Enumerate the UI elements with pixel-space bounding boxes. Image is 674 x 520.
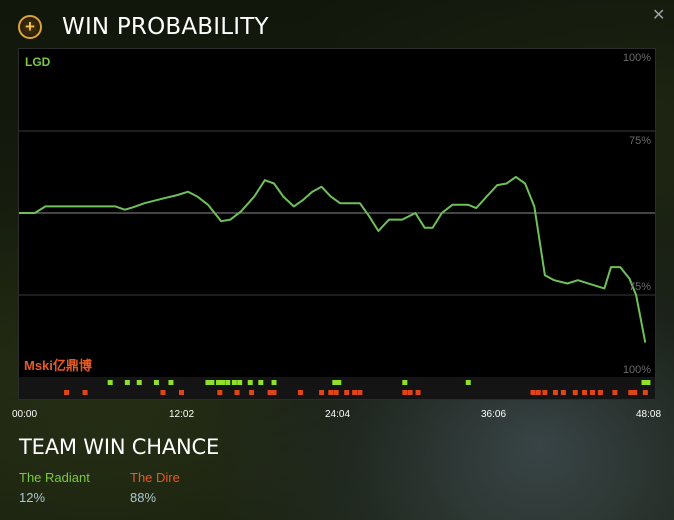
radiant-event-marker [247, 380, 253, 385]
win-probability-chart: LGD Mski亿鼎博 100% 75% 75% 100% [18, 48, 656, 400]
dire-event-marker [415, 390, 421, 395]
dire-event-marker [542, 390, 548, 395]
radiant-event-marker [216, 380, 222, 385]
dire-event-marker [582, 390, 588, 395]
dire-event-marker [267, 390, 273, 395]
dire-event-marker [160, 390, 166, 395]
radiant-event-marker [205, 380, 211, 385]
dire-event-marker [407, 390, 413, 395]
dire-event-marker [530, 390, 536, 395]
radiant-event-marker [153, 380, 159, 385]
window-header: + WIN PROBABILITY [18, 10, 269, 44]
dire-event-marker [297, 390, 303, 395]
radiant-event-marker [332, 380, 338, 385]
dire-event-marker [597, 390, 603, 395]
radiant-event-marker [136, 380, 142, 385]
radiant-event-marker [645, 380, 651, 385]
dire-event-marker [82, 390, 88, 395]
plus-icon: + [18, 15, 42, 39]
dire-name: The Dire [130, 470, 180, 485]
dire-event-marker [64, 390, 70, 395]
team-win-chance-title: TEAM WIN CHANCE [19, 435, 220, 459]
dire-event-marker [179, 390, 185, 395]
radiant-event-marker [336, 380, 342, 385]
dire-event-marker [271, 390, 277, 395]
radiant-event-marker [168, 380, 174, 385]
radiant-event-marker [124, 380, 130, 385]
radiant-event-marker [237, 380, 243, 385]
radiant-win-pct: 12% [19, 490, 46, 505]
dire-event-marker [628, 390, 634, 395]
radiant-event-marker [258, 380, 264, 385]
dire-win-pct: 88% [130, 490, 157, 505]
dire-event-marker [552, 390, 558, 395]
close-icon[interactable]: ✕ [652, 7, 666, 24]
radiant-event-marker [402, 380, 408, 385]
dire-event-marker [357, 390, 363, 395]
radiant-team-label: LGD [25, 55, 51, 69]
radiant-event-marker [219, 380, 225, 385]
radiant-event-marker [225, 380, 231, 385]
dire-event-marker [589, 390, 595, 395]
dire-event-marker [632, 390, 638, 395]
radiant-event-marker [465, 380, 471, 385]
x-tick-label: 48:08 [636, 409, 662, 420]
radiant-event-marker [641, 380, 647, 385]
radiant-event-marker [209, 380, 215, 385]
radiant-event-marker [231, 380, 237, 385]
chart-svg [19, 130, 655, 399]
dire-event-marker [344, 390, 350, 395]
page-title: WIN PROBABILITY [62, 14, 269, 40]
x-tick-label: 00:00 [12, 409, 38, 420]
dire-event-marker [352, 390, 358, 395]
dire-event-marker [560, 390, 566, 395]
y-tick-label: 75% [628, 135, 651, 147]
radiant-event-marker [107, 380, 113, 385]
dire-event-marker [535, 390, 541, 395]
dire-event-marker [217, 390, 223, 395]
x-tick-label: 12:02 [169, 409, 195, 420]
y-tick-label: 100% [622, 52, 651, 64]
y-tick-label: 75% [628, 281, 651, 293]
event-strip [19, 377, 655, 399]
radiant-event-marker [271, 380, 277, 385]
win-probability-line [19, 175, 647, 343]
dire-event-marker [249, 390, 255, 395]
x-tick-label: 36:06 [481, 409, 507, 420]
radiant-name: The Radiant [19, 470, 90, 485]
dire-event-marker [612, 390, 618, 395]
dire-event-marker [402, 390, 408, 395]
dire-event-marker [319, 390, 325, 395]
dire-event-marker [333, 390, 339, 395]
x-tick-label: 24:04 [325, 409, 351, 420]
dire-event-marker [642, 390, 648, 395]
dire-team-label: Mski亿鼎博 [24, 358, 92, 373]
dire-event-marker [328, 390, 334, 395]
y-tick-label: 100% [622, 364, 651, 376]
dire-event-marker [234, 390, 240, 395]
dire-event-marker [572, 390, 578, 395]
